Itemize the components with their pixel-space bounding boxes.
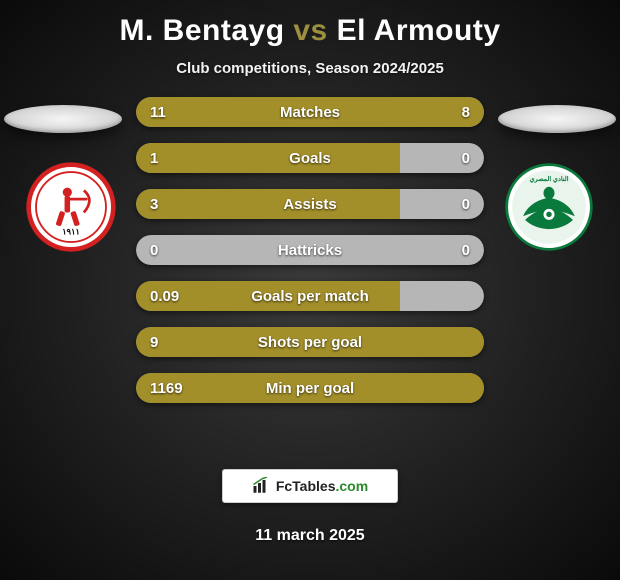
stat-row: 0.09Goals per match — [136, 281, 484, 311]
pedestal-right — [498, 105, 616, 133]
stat-row: 00Hattricks — [136, 235, 484, 265]
stat-fill-left — [136, 189, 400, 219]
stat-row: 118Matches — [136, 97, 484, 127]
pedestal-left — [4, 105, 122, 133]
comparison-stage: ١٩١١ النادي المصري 118Matches10Goals30As… — [0, 103, 620, 443]
stat-rows: 118Matches 10Goals 30Assists 00Hattricks 0.0… — [136, 97, 484, 403]
stat-fill-left — [136, 373, 484, 403]
stat-fill-left — [136, 97, 338, 127]
brand-name: FcTables — [276, 478, 336, 494]
zamalek-badge-icon: ١٩١١ — [25, 161, 117, 253]
stat-row: 30Assists — [136, 189, 484, 219]
stat-row: 10Goals — [136, 143, 484, 173]
brand-suffix: .com — [335, 478, 368, 494]
svg-text:١٩١١: ١٩١١ — [62, 228, 80, 237]
brand-chart-icon — [252, 477, 270, 495]
stat-track — [136, 235, 484, 265]
club-badge-left: ١٩١١ — [24, 165, 118, 249]
club-badge-right: النادي المصري — [502, 165, 596, 249]
almasry-badge-icon: النادي المصري — [503, 161, 595, 253]
svg-text:النادي المصري: النادي المصري — [530, 176, 569, 183]
subtitle: Club competitions, Season 2024/2025 — [0, 60, 620, 77]
player2-name: El Armouty — [337, 14, 501, 47]
brand-badge[interactable]: FcTables.com — [222, 469, 398, 503]
stat-fill-left — [136, 327, 484, 357]
brand-text: FcTables.com — [276, 478, 368, 494]
stat-row: 9Shots per goal — [136, 327, 484, 357]
player1-name: M. Bentayg — [120, 14, 285, 47]
stat-fill-right — [338, 97, 484, 127]
stat-fill-left — [136, 143, 400, 173]
date-text: 11 march 2025 — [0, 527, 620, 545]
comparison-title: M. Bentayg vs El Armouty — [0, 0, 620, 48]
stat-fill-left — [136, 281, 400, 311]
vs-text: vs — [293, 14, 327, 47]
stat-row: 1169Min per goal — [136, 373, 484, 403]
